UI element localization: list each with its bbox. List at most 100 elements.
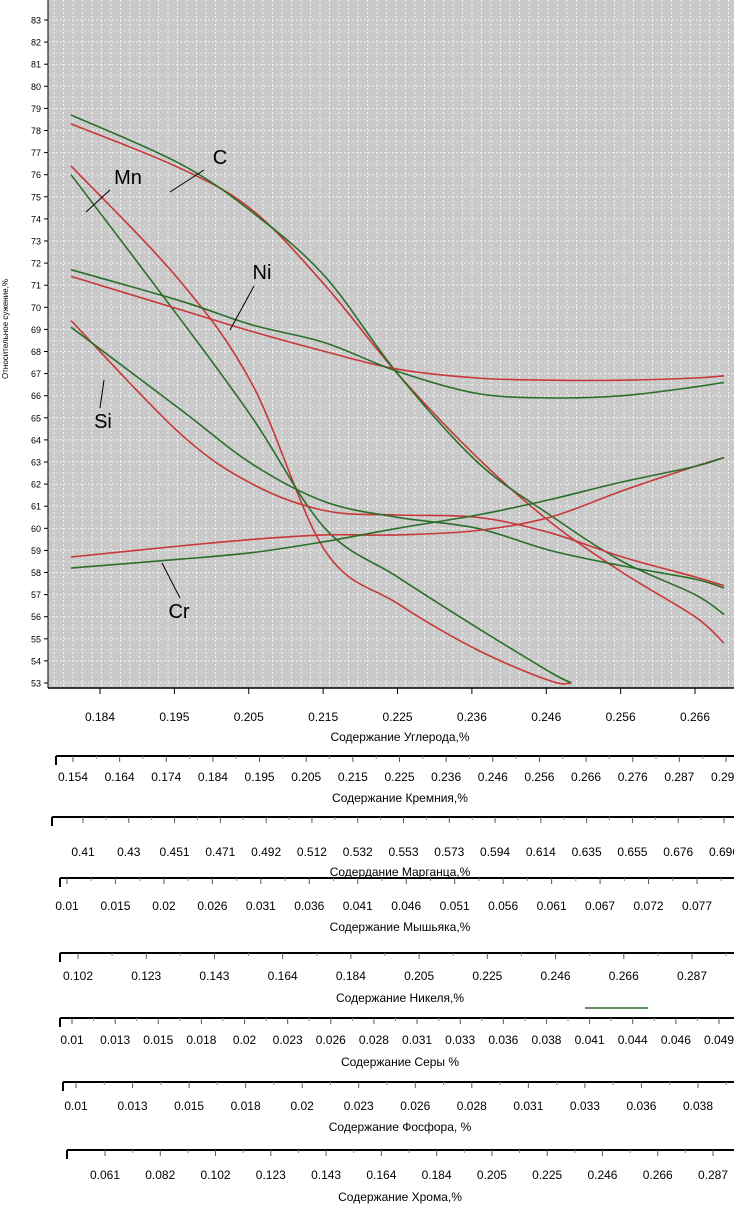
x-tick-label: 0.266: [571, 770, 601, 784]
x-tick-label: 0.028: [457, 1099, 487, 1113]
y-tick-label: 72: [31, 259, 41, 269]
leader-line-c: [169, 169, 205, 193]
leader-line-cr: [161, 562, 181, 599]
x-tick-label: 0.43: [117, 845, 141, 859]
x-axis-title: Содержание Никеля,%: [336, 991, 464, 1005]
x-axis-p: 0.01 0.013 0.015 0.018 0.02 0.023 0.026 0.028 0.…: [62, 1081, 734, 1134]
x-axis-title: Содержание Серы %: [341, 1055, 459, 1069]
x-tick-label: 0.215: [338, 770, 368, 784]
x-tick-label: 0.036: [626, 1099, 656, 1113]
series-line-mn-red: [70, 165, 572, 685]
y-tick-label: 63: [31, 458, 41, 468]
x-tick-label: 0.225: [382, 710, 412, 724]
x-tick-label: 0.036: [294, 899, 324, 913]
x-tick-label: 0.164: [268, 969, 298, 983]
x-tick-label: 0.205: [234, 710, 264, 724]
y-tick-label: 56: [31, 612, 41, 622]
x-tick-label: 0.266: [643, 1168, 673, 1182]
y-tick-label: 69: [31, 325, 41, 335]
y-tick-label: 54: [31, 656, 41, 666]
x-tick-label: 0.287: [698, 1168, 728, 1182]
x-tick-label: 0.123: [256, 1168, 286, 1182]
x-axis-title: Содержание Фосфора, %: [329, 1120, 472, 1134]
x-tick-label: 0.072: [634, 899, 664, 913]
x-tick-label: 0.532: [343, 845, 373, 859]
x-tick-label: 0.236: [457, 710, 487, 724]
x-tick-label: 0.676: [663, 845, 693, 859]
curve-label-si: Si: [94, 411, 112, 433]
y-tick-label: 82: [31, 38, 41, 48]
x-tick-label: 0.184: [336, 969, 366, 983]
x-tick-label: 0.018: [231, 1099, 261, 1113]
x-tick-label: 0.236: [431, 770, 461, 784]
x-tick-label: 0.033: [445, 1033, 475, 1047]
x-tick-label: 0.02: [152, 899, 176, 913]
x-axis-title: Содержание Углерода,%: [330, 730, 469, 744]
x-tick-label: 0.512: [297, 845, 327, 859]
y-tick-label: 53: [31, 679, 41, 689]
x-axis-title: Содердание Марганца,%: [330, 865, 471, 879]
x-tick-label: 0.028: [359, 1033, 389, 1047]
x-tick-label: 0.256: [524, 770, 554, 784]
x-tick-label: 0.184: [85, 710, 115, 724]
x-tick-label: 0.492: [251, 845, 281, 859]
x-tick-label: 0.471: [205, 845, 235, 859]
x-tick-label: 0.276: [618, 770, 648, 784]
curve-label-mn: Mn: [114, 167, 142, 189]
x-axis-s: 0.01 0.013 0.015 0.018 0.02 0.023 0.026 0.028 0.…: [59, 1017, 734, 1069]
x-tick-label: 0.614: [526, 845, 556, 859]
x-tick-label: 0.031: [513, 1099, 543, 1113]
y-tick-label: 57: [31, 590, 41, 600]
x-tick-label: 0.026: [400, 1099, 430, 1113]
x-tick-label: 0.015: [174, 1099, 204, 1113]
x-tick-label: 0.02: [233, 1033, 257, 1047]
y-tick-label: 55: [31, 634, 41, 644]
x-tick-label: 0.038: [683, 1099, 713, 1113]
x-tick-label: 0.051: [440, 899, 470, 913]
x-tick-label: 0.033: [570, 1099, 600, 1113]
x-tick-label: 0.215: [308, 710, 338, 724]
series-line-mn-green: [70, 174, 572, 684]
x-tick-label: 0.046: [391, 899, 421, 913]
x-tick-label: 0.164: [105, 770, 135, 784]
x-tick-label: 0.015: [143, 1033, 173, 1047]
x-axis-title: Содержание Мышьяка,%: [330, 920, 471, 934]
y-tick-label: 60: [31, 524, 41, 534]
leader-line-ni: [229, 285, 255, 331]
x-tick-label: 0.046: [661, 1033, 691, 1047]
x-tick-label: 0.023: [344, 1099, 374, 1113]
chart-plot-area: 83 82 81 80 79 78 77 76 75 74 73 72 71 70 69 68 67 66 65 64…: [1, 0, 734, 689]
x-tick-label: 0.031: [402, 1033, 432, 1047]
y-tick-label: 65: [31, 413, 41, 423]
x-tick-label: 0.013: [100, 1033, 130, 1047]
x-tick-label: 0.02: [291, 1099, 315, 1113]
y-tick-label: 83: [31, 16, 41, 26]
x-tick-label: 0.01: [55, 899, 79, 913]
x-tick-label: 0.553: [388, 845, 418, 859]
y-tick-label: 59: [31, 546, 41, 556]
y-tick-label: 70: [31, 303, 41, 313]
y-tick-label: 58: [31, 568, 41, 578]
y-tick-label: 67: [31, 369, 41, 379]
y-tick-label: 71: [31, 281, 41, 291]
series-line-si-green: [70, 326, 725, 589]
x-tick-label: 0.01: [64, 1099, 88, 1113]
x-tick-label: 0.573: [434, 845, 464, 859]
x-tick-label: 0.246: [587, 1168, 617, 1182]
y-tick-label: 74: [31, 214, 41, 224]
x-tick-label: 0.246: [541, 969, 571, 983]
x-tick-label: 0.287: [664, 770, 694, 784]
grid: [48, 0, 734, 688]
x-tick-label: 0.041: [575, 1033, 605, 1047]
x-tick-label: 0.225: [472, 969, 502, 983]
x-axis-title: Содержание Кремния,%: [332, 791, 468, 805]
plot-background: [48, 0, 734, 688]
x-axis-c: 0.184 0.195 0.205 0.215 0.225 0.236 0.246 0.256…: [85, 688, 710, 744]
x-tick-label: 0.102: [63, 969, 93, 983]
series-line-ni-green: [70, 268, 725, 399]
x-tick-label: 0.018: [186, 1033, 216, 1047]
x-tick-label: 0.031: [246, 899, 276, 913]
line-chart: 83 82 81 80 79 78 77 76 75 74 73 72 71 70 69 68 67 66 65 64…: [1, 0, 734, 689]
curve-label-c: C: [213, 147, 227, 169]
x-tick-label: 0.023: [273, 1033, 303, 1047]
